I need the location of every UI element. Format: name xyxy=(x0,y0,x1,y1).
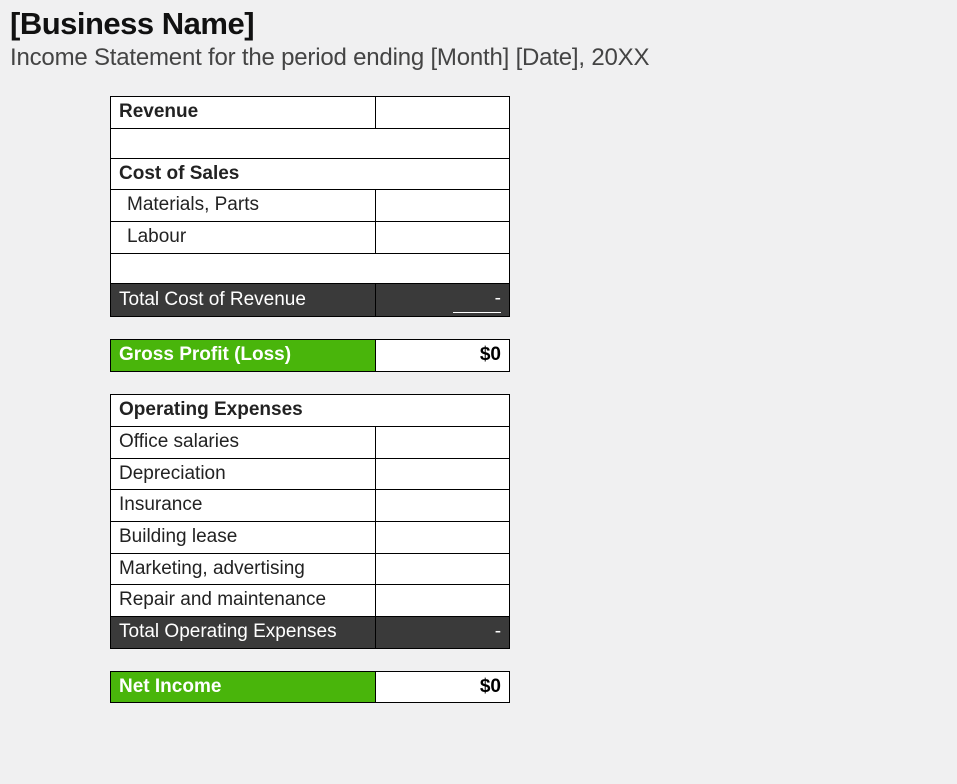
income-statement-page: [Business Name] Income Statement for the… xyxy=(0,0,957,713)
opex-marketing-value xyxy=(376,553,510,585)
opex-building-lease-label: Building lease xyxy=(111,521,376,553)
total-opex-label: Total Operating Expenses xyxy=(111,616,376,648)
gross-profit-label: Gross Profit (Loss) xyxy=(111,340,376,372)
net-income-value: $0 xyxy=(376,671,510,703)
gross-profit-value: $0 xyxy=(376,340,510,372)
total-opex-value: - xyxy=(376,616,510,648)
gross-profit-table: Gross Profit (Loss) $0 xyxy=(110,339,510,372)
statement-sheet: Revenue Cost of Sales Materials, Parts L… xyxy=(110,96,509,703)
opex-office-salaries-value xyxy=(376,426,510,458)
opex-depreciation-value xyxy=(376,458,510,490)
cos-labour-value xyxy=(376,222,510,254)
cost-of-sales-header: Cost of Sales xyxy=(111,158,510,190)
net-income-label: Net Income xyxy=(111,671,376,703)
cos-labour-label: Labour xyxy=(111,222,376,254)
total-cost-revenue-label: Total Cost of Revenue xyxy=(111,283,376,317)
net-income-table: Net Income $0 xyxy=(110,671,510,704)
revenue-header: Revenue xyxy=(111,97,376,129)
opex-repair-label: Repair and maintenance xyxy=(111,585,376,617)
revenue-value xyxy=(376,97,510,129)
cos-materials-value xyxy=(376,190,510,222)
statement-subtitle: Income Statement for the period ending [… xyxy=(10,44,947,72)
total-cost-revenue-value: - xyxy=(376,283,510,317)
opex-insurance-label: Insurance xyxy=(111,490,376,522)
cos-blank-row xyxy=(111,253,510,283)
revenue-table: Revenue Cost of Sales Materials, Parts L… xyxy=(110,96,510,317)
operating-expenses-table: Operating Expenses Office salaries Depre… xyxy=(110,394,510,649)
opex-insurance-value xyxy=(376,490,510,522)
opex-header: Operating Expenses xyxy=(111,395,510,427)
business-name-title: [Business Name] xyxy=(10,6,947,42)
cos-materials-label: Materials, Parts xyxy=(111,190,376,222)
opex-marketing-label: Marketing, advertising xyxy=(111,553,376,585)
opex-office-salaries-label: Office salaries xyxy=(111,426,376,458)
opex-repair-value xyxy=(376,585,510,617)
opex-building-lease-value xyxy=(376,521,510,553)
revenue-blank-row xyxy=(111,128,510,158)
opex-depreciation-label: Depreciation xyxy=(111,458,376,490)
